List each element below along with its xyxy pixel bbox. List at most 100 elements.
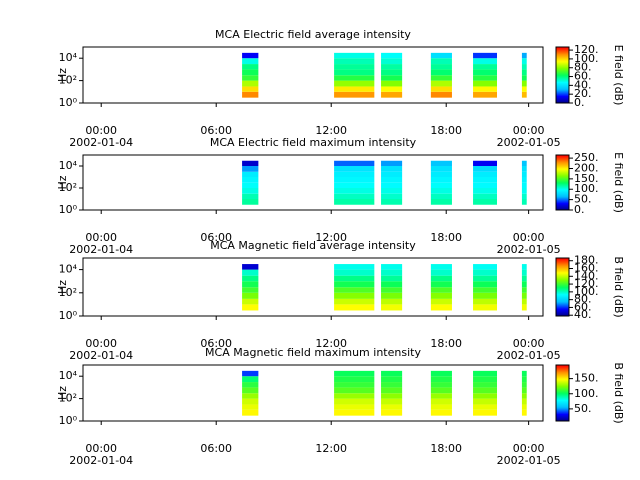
spectrogram-cell bbox=[381, 171, 403, 177]
colorbar-swatch bbox=[556, 384, 569, 387]
colorbar-swatch bbox=[556, 270, 569, 273]
spectrogram-cell bbox=[430, 304, 452, 311]
spectrogram-cell bbox=[334, 387, 375, 394]
spectrogram-cell bbox=[430, 370, 452, 377]
colorbar-swatch bbox=[556, 313, 569, 315]
spectrogram-cell bbox=[521, 91, 527, 98]
colorbar-swatch bbox=[556, 399, 569, 401]
x-tick-label: 12:00 bbox=[315, 337, 347, 350]
colorbar-swatch bbox=[556, 265, 569, 268]
x-tick-label: 00:00 bbox=[85, 337, 117, 350]
x-tick-label: 00:00 bbox=[85, 231, 117, 244]
spectrogram-cell bbox=[430, 387, 452, 394]
spectrogram-cell bbox=[242, 387, 259, 394]
spectrogram-cell bbox=[521, 298, 527, 305]
spectrogram-cell bbox=[334, 80, 375, 87]
colorbar-swatch bbox=[556, 403, 569, 405]
spectrogram-cell bbox=[473, 75, 497, 81]
colorbar-swatch bbox=[556, 191, 569, 194]
spectrogram-cell bbox=[242, 160, 259, 166]
colorbar-swatch bbox=[556, 382, 569, 385]
spectrogram-cell bbox=[381, 166, 403, 172]
colorbar-swatch bbox=[556, 75, 569, 77]
colorbar-swatch bbox=[556, 94, 569, 97]
colorbar-label: E field (dB) bbox=[612, 152, 625, 213]
spectrogram-cell bbox=[381, 264, 403, 270]
colorbar-swatch bbox=[556, 312, 569, 314]
colorbar-swatch bbox=[556, 374, 569, 376]
spectrogram-cell bbox=[381, 64, 403, 70]
colorbar-swatch bbox=[556, 396, 569, 399]
spectrogram-cell bbox=[430, 409, 452, 416]
colorbar-swatch bbox=[556, 181, 569, 183]
spectrogram-cell bbox=[242, 91, 259, 98]
colorbar-tick-label: 20. bbox=[574, 87, 592, 100]
colorbar-swatch bbox=[556, 278, 569, 280]
colorbar-swatch bbox=[556, 372, 569, 374]
spectrogram-cell bbox=[242, 75, 259, 81]
x-tick-label: 12:00 bbox=[315, 442, 347, 455]
spectrogram-cell bbox=[381, 193, 403, 199]
colorbar-swatch bbox=[556, 77, 569, 80]
colorbar-swatch bbox=[556, 397, 569, 400]
colorbar-swatch bbox=[556, 52, 569, 55]
spectrogram-cell bbox=[381, 199, 403, 205]
x-tick-label: 18:00 bbox=[430, 337, 462, 350]
spectrogram-cell bbox=[381, 281, 403, 288]
spectrogram-cell bbox=[381, 188, 403, 194]
x-tick-date: 2002-01-04 bbox=[69, 349, 133, 362]
spectrogram-cell bbox=[473, 182, 497, 188]
colorbar-tick-label: 150. bbox=[574, 372, 599, 385]
colorbar-swatch bbox=[556, 164, 569, 166]
spectrogram-cell bbox=[430, 376, 452, 383]
colorbar-swatch bbox=[556, 91, 569, 94]
colorbar-tick-label: 50. bbox=[574, 402, 592, 415]
colorbar-swatch bbox=[556, 174, 569, 176]
colorbar-swatch bbox=[556, 391, 569, 393]
colorbar-swatch bbox=[556, 90, 569, 93]
colorbar-swatch bbox=[556, 186, 569, 188]
colorbar-swatch bbox=[556, 58, 569, 60]
colorbar-swatch bbox=[556, 177, 569, 180]
spectrogram-cell bbox=[381, 86, 403, 92]
colorbar-tick-label: 0. bbox=[574, 96, 585, 109]
colorbar-swatch bbox=[556, 365, 569, 368]
colorbar-swatch bbox=[556, 279, 569, 281]
colorbar-swatch bbox=[556, 188, 569, 190]
spectrogram-cell bbox=[521, 269, 527, 276]
colorbar-swatch bbox=[556, 284, 569, 286]
colorbar-swatch bbox=[556, 63, 569, 66]
colorbar-swatch bbox=[556, 292, 569, 295]
spectrogram-cell bbox=[242, 304, 259, 311]
colorbar-swatch bbox=[556, 204, 569, 206]
colorbar-swatch bbox=[556, 280, 569, 282]
x-tick-label: 00:00 bbox=[513, 442, 545, 455]
spectrogram-cell bbox=[242, 80, 259, 87]
spectrogram-cell bbox=[473, 166, 497, 172]
spectrogram-cell bbox=[242, 52, 259, 59]
spectrogram-cell bbox=[381, 393, 403, 399]
y-axis-label: Hz bbox=[56, 175, 69, 189]
colorbar-swatch bbox=[556, 74, 569, 76]
spectrogram-cell bbox=[521, 193, 527, 199]
spectrogram-cell bbox=[242, 404, 259, 410]
spectrogram-cell bbox=[430, 275, 452, 282]
colorbar-swatch bbox=[556, 291, 569, 294]
colorbar-tick-label: 120. bbox=[574, 277, 599, 290]
spectrogram-cell bbox=[242, 269, 259, 276]
x-tick-label: 18:00 bbox=[430, 124, 462, 137]
colorbar-swatch bbox=[556, 160, 569, 162]
x-tick-date: 2002-01-04 bbox=[69, 454, 133, 467]
colorbar-swatch bbox=[556, 185, 569, 187]
spectrogram-cell bbox=[242, 86, 259, 92]
colorbar-swatch bbox=[556, 170, 569, 172]
colorbar-swatch bbox=[556, 180, 569, 183]
spectrogram-cell bbox=[473, 80, 497, 87]
colorbar-swatch bbox=[556, 166, 569, 168]
spectrogram-cell bbox=[334, 370, 375, 377]
spectrogram-cell bbox=[430, 80, 452, 87]
colorbar-swatch bbox=[556, 394, 569, 397]
colorbar-swatch bbox=[556, 380, 569, 383]
y-axis-label: Hz bbox=[56, 68, 69, 82]
